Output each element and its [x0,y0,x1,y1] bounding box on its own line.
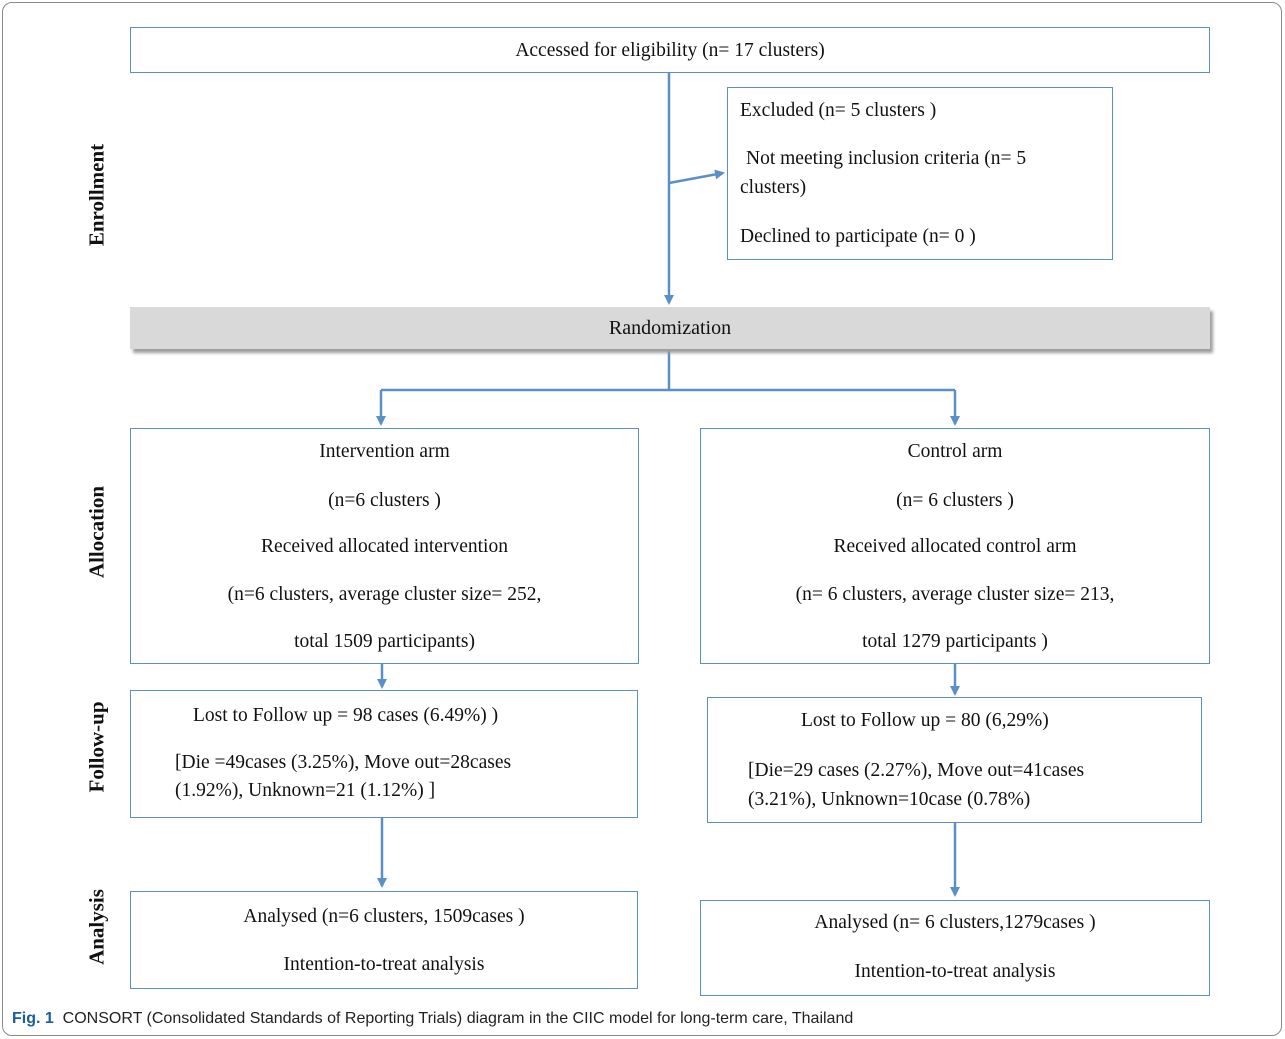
intervention-n: (n=6 clusters ) [328,490,441,511]
excluded-declined: Declined to participate (n= 0 ) [740,226,976,247]
followup-control-box: Lost to Follow up = 80 (6,29%) [Die=29 c… [707,697,1202,823]
excluded-box: Excluded (n= 5 clusters ) Not meeting in… [727,87,1113,260]
followup-intervention-line1: Lost to Follow up = 98 cases (6.49%) ) [193,705,499,726]
control-received: Received allocated control arm [833,536,1077,557]
randomization-label: Randomization [608,316,732,339]
followup-control-line2: [Die=29 cases (2.27%), Move out=41cases [748,760,1085,781]
control-detail: (n= 6 clusters, average cluster size= 21… [795,584,1115,605]
followup-intervention-box: Lost to Follow up = 98 cases (6.49%) ) [… [130,690,638,818]
intervention-arm-box: Intervention arm (n=6 clusters ) Receive… [130,428,639,664]
analysis-intervention-line2: Intention-to-treat analysis [283,954,485,975]
excluded-not-meeting-line1: Not meeting inclusion criteria (n= 5 [746,148,1027,169]
analysis-intervention-line1: Analysed (n=6 clusters, 1509cases ) [243,906,525,927]
figure-caption: Fig. 1 CONSORT (Consolidated Standards o… [12,1010,853,1028]
excluded-title: Excluded (n= 5 clusters ) [740,100,937,121]
arrow-to-excluded [668,169,725,185]
eligibility-box: Accessed for eligibility (n= 17 clusters… [130,27,1210,73]
analysis-control-box: Analysed (n= 6 clusters,1279cases ) Inte… [700,900,1210,996]
control-total: total 1279 participants ) [862,631,1048,652]
control-n: (n= 6 clusters ) [896,490,1014,511]
eligibility-text: Accessed for eligibility (n= 17 clusters… [515,40,825,61]
control-arm-box: Control arm (n= 6 clusters ) Received al… [700,428,1210,664]
excluded-not-meeting-line2: clusters) [740,177,807,198]
intervention-total: total 1509 participants) [294,631,475,652]
caption-label: Fig. 1 [12,1010,54,1027]
intervention-received: Received allocated intervention [261,536,508,557]
followup-intervention-line2: [Die =49cases (3.25%), Move out=28cases [175,752,512,773]
caption-text: CONSORT (Consolidated Standards of Repor… [62,1010,854,1027]
analysis-control-line2: Intention-to-treat analysis [854,961,1056,982]
followup-control-line3: (3.21%), Unknown=10case (0.78%) [748,789,1031,810]
intervention-detail: (n=6 clusters, average cluster size= 252… [227,584,542,605]
followup-control-line1: Lost to Follow up = 80 (6,29%) [801,710,1049,731]
control-title: Control arm [907,441,1003,462]
randomization-bar: Randomization [130,307,1210,349]
followup-intervention-line3: (1.92%), Unknown=21 (1.12%) ] [175,780,436,801]
analysis-intervention-box: Analysed (n=6 clusters, 1509cases ) Inte… [130,891,638,989]
intervention-title: Intervention arm [319,441,450,462]
analysis-control-line1: Analysed (n= 6 clusters,1279cases ) [814,912,1096,933]
